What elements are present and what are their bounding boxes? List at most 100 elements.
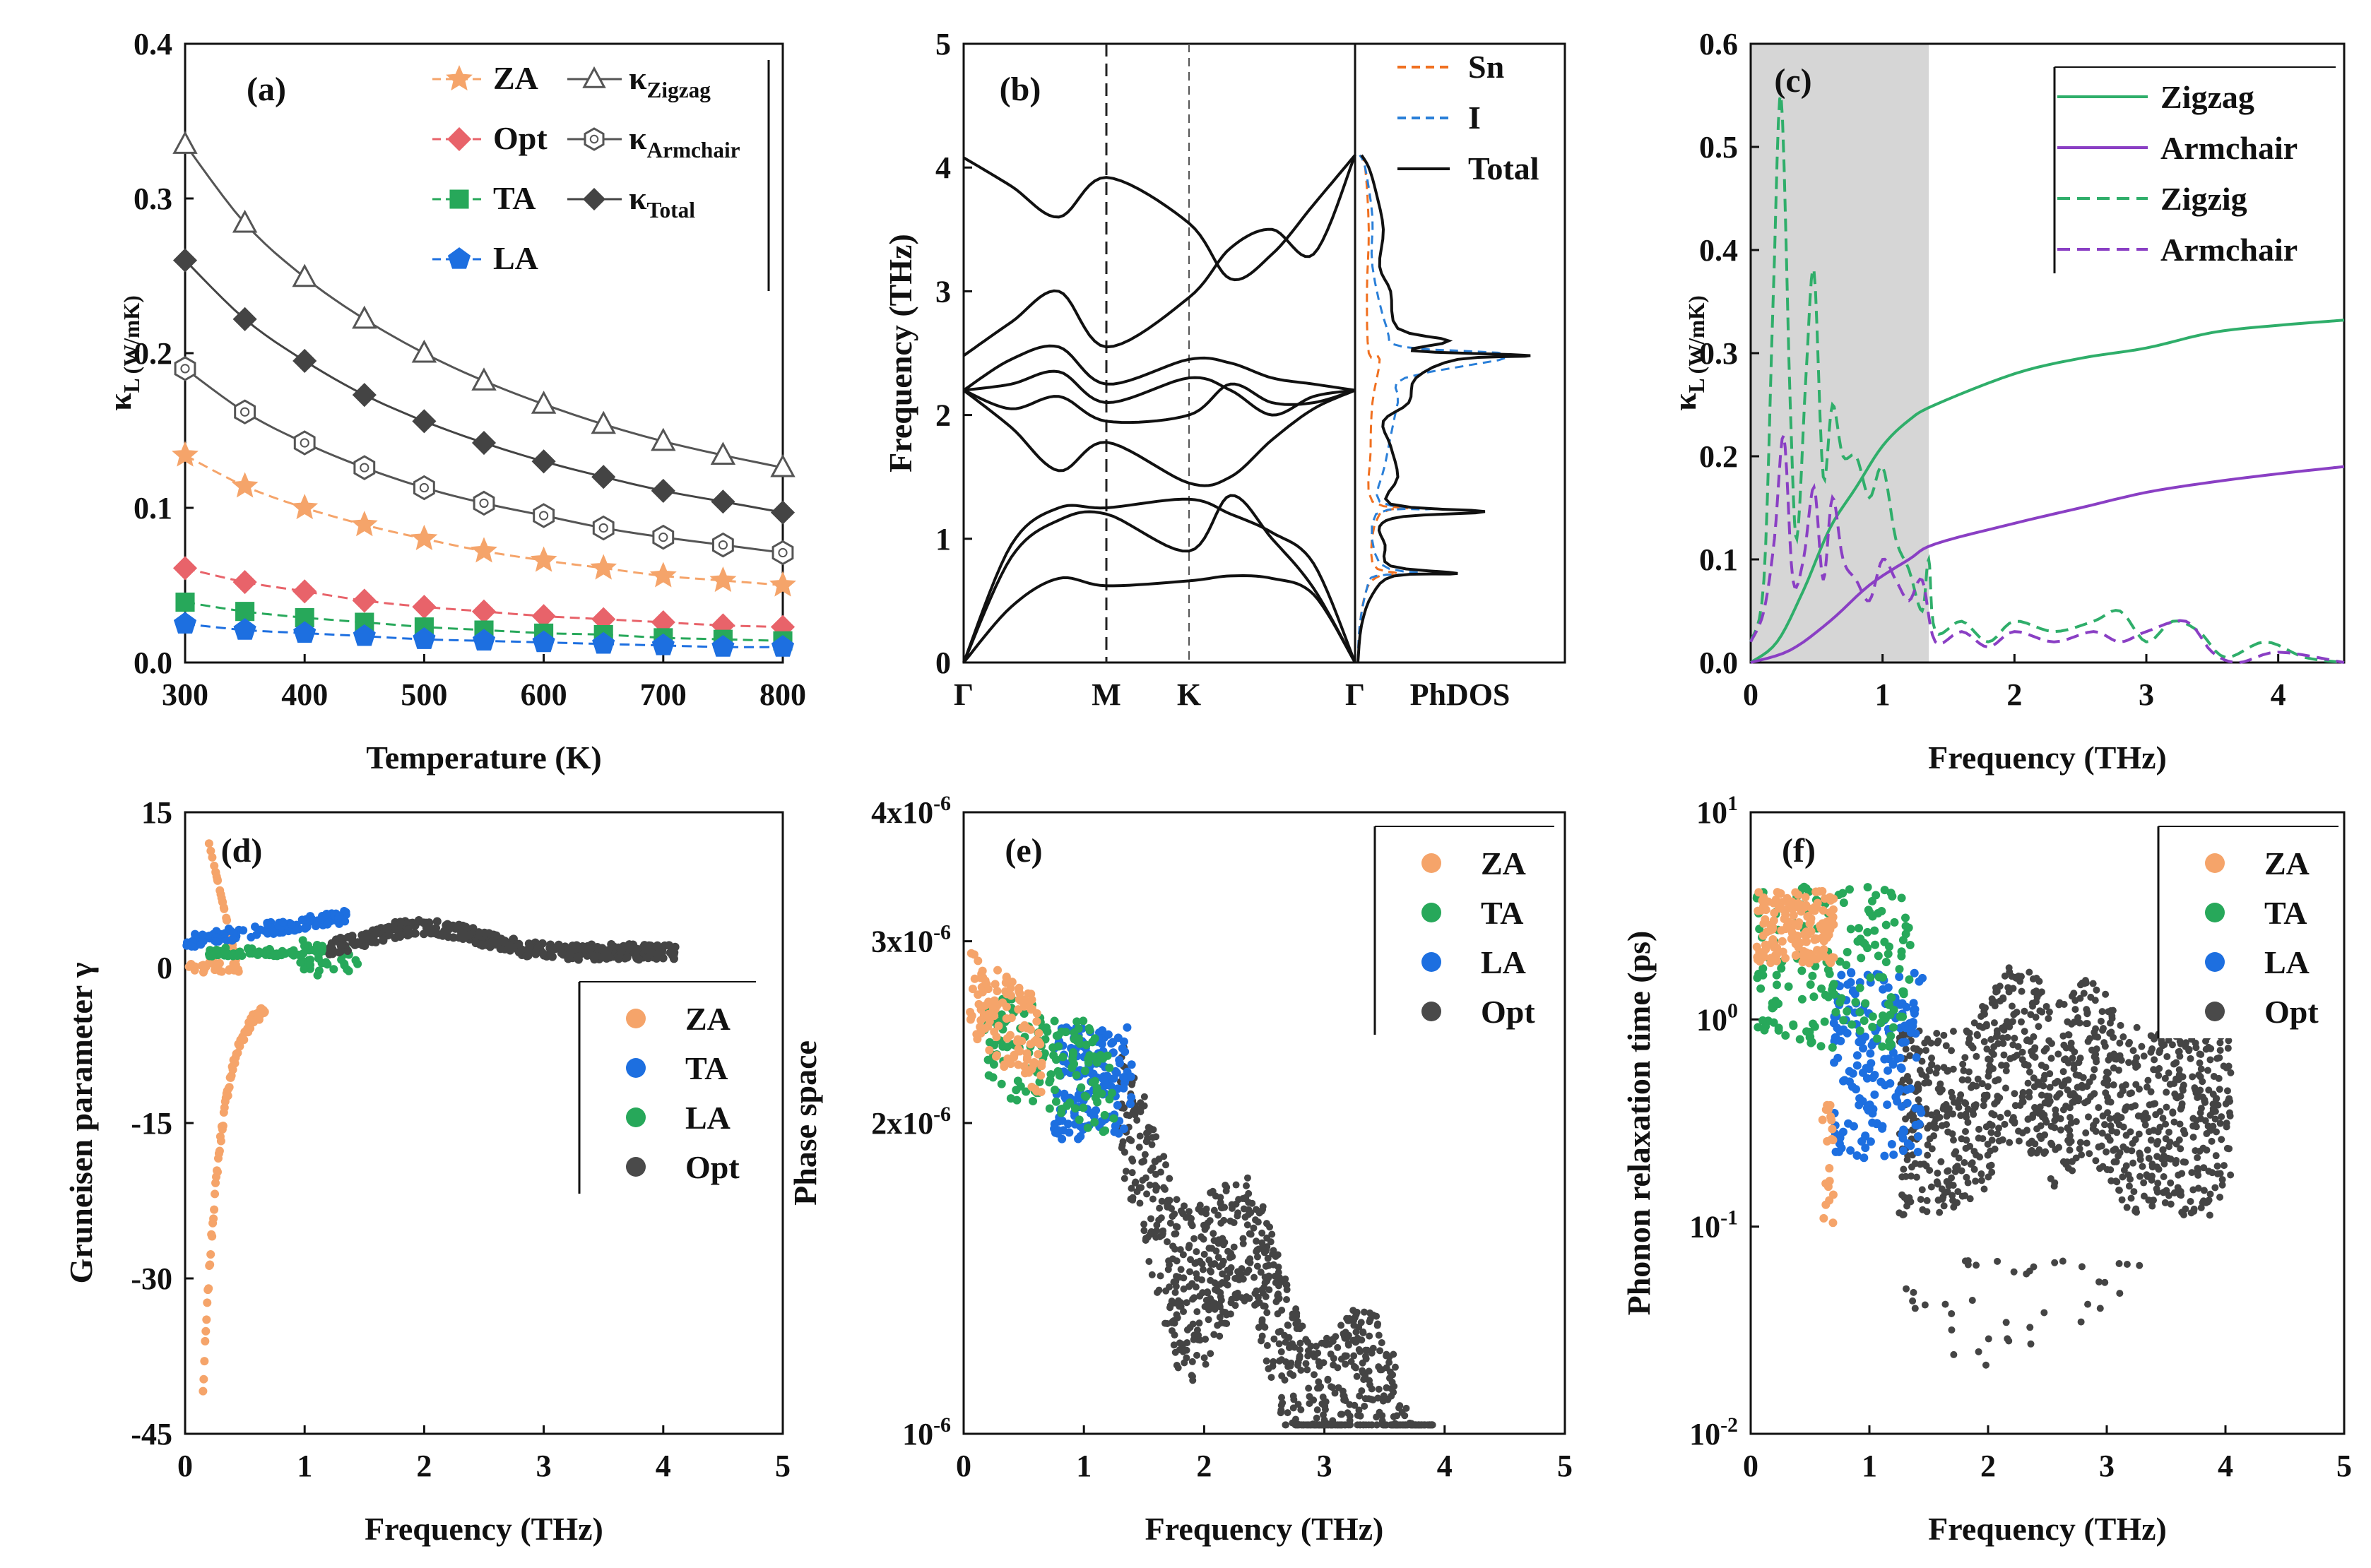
data-point-Opt: [1365, 1421, 1373, 1429]
data-point-Opt: [1162, 1161, 1170, 1169]
data-point-ZA: [1006, 983, 1015, 992]
data-point-Opt: [1943, 1121, 1951, 1129]
data-point-Opt: [2141, 1121, 2149, 1129]
data-point-Opt: [653, 941, 662, 950]
data-point-Opt: [2227, 1069, 2235, 1076]
data-point-Opt: [1146, 1181, 1154, 1189]
data-point-ZA: [350, 511, 378, 537]
data-point-Opt: [1223, 1274, 1231, 1282]
data-point-Opt: [2047, 1122, 2055, 1130]
data-point-TA: [1861, 999, 1870, 1008]
data-point-Zig: [651, 427, 676, 451]
data-point-TA: [1880, 886, 1889, 895]
data-point-Opt: [2136, 1172, 2144, 1180]
data-point-TA: [1835, 957, 1845, 966]
data-point-Opt: [2206, 1190, 2214, 1198]
legend-marker-Zig: [582, 66, 606, 88]
data-point-TA: [1105, 1063, 1114, 1072]
data-point-LA: [1104, 1030, 1113, 1039]
data-point-Opt: [2060, 1041, 2068, 1049]
data-point-ZA: [979, 1011, 988, 1020]
data-point-TA: [1054, 1042, 1063, 1051]
data-point-LA: [1897, 1102, 1906, 1111]
data-point-ZA: [1761, 941, 1770, 950]
legend-marker-f-ZA: [2205, 853, 2225, 873]
data-point-Opt: [1214, 1254, 1222, 1261]
data-point-LA: [1896, 1000, 1905, 1009]
data-point-Zig: [531, 391, 557, 414]
data-point-TA: [1839, 1016, 1848, 1025]
data-point-Opt: [2112, 1055, 2120, 1063]
data-point-LA: [1836, 1036, 1845, 1045]
data-point-Opt: [1955, 1103, 1963, 1111]
data-point-ZA: [215, 1146, 224, 1156]
data-point-TA: [1830, 990, 1839, 999]
data-point-LA: [1884, 1066, 1893, 1075]
data-point-TA: [1872, 1034, 1881, 1043]
data-point-LA: [337, 955, 346, 964]
data-point-LA: [1914, 1132, 1923, 1141]
data-point-TA: [1090, 1034, 1099, 1043]
x-tick-label-f: 4: [2218, 1449, 2233, 1483]
data-point-Opt: [1985, 1163, 1993, 1170]
data-point-Tot: [770, 500, 796, 525]
data-point-Opt: [2101, 1043, 2109, 1050]
data-point-Opt: [2160, 1189, 2168, 1196]
y-tick-label-a: 0.0: [134, 646, 172, 680]
data-point-Opt: [1922, 1047, 1930, 1055]
data-point-Opt: [2150, 1066, 2158, 1074]
data-point-LA: [1898, 1134, 1908, 1143]
data-point-Opt: [1262, 1293, 1270, 1300]
data-point-Arm-inner: [778, 547, 788, 558]
data-point-Opt: [2002, 1062, 2010, 1069]
data-point-Opt: [1980, 1038, 1988, 1045]
data-point-Opt: [1274, 1295, 1282, 1303]
data-point-ZA: [530, 546, 557, 572]
data-point-Opt: [1228, 1295, 1236, 1303]
data-point-LA: [1864, 1106, 1873, 1115]
data-point-Opt: [2041, 1131, 2049, 1139]
data-point-Opt: [2196, 1059, 2204, 1067]
data-point-ZA: [1766, 958, 1775, 968]
data-point-LA: [1866, 1137, 1875, 1146]
data-point-Opt: [2170, 1189, 2178, 1196]
data-point-LA: [651, 633, 675, 655]
data-point-Opt: [1342, 1329, 1349, 1336]
data-point-Opt: [2001, 1120, 2009, 1128]
data-point-Opt: [1975, 1348, 1982, 1355]
data-point-TA: [983, 1055, 993, 1064]
data-point-LA: [1910, 968, 1919, 978]
data-point-Opt: [1140, 1227, 1148, 1235]
data-point-LA: [1855, 1038, 1864, 1047]
data-point-Opt: [2213, 1055, 2221, 1062]
data-point-Opt: [422, 923, 431, 932]
data-point-Opt: [1263, 1342, 1271, 1350]
data-point-Opt: [1907, 1172, 1915, 1180]
data-point-ZA: [1024, 989, 1033, 998]
y-tick-label-e: 10-6: [902, 1413, 951, 1451]
data-point-Opt: [2172, 1140, 2180, 1148]
panel-label-d: (d): [221, 832, 263, 869]
data-point-ZA: [1757, 905, 1766, 915]
data-point-Opt: [1985, 1055, 1992, 1063]
data-point-Opt: [1999, 1034, 2006, 1042]
data-point-Opt: [2031, 1053, 2039, 1061]
data-point-Opt: [1352, 1328, 1360, 1336]
data-point-ZA: [1823, 933, 1832, 942]
data-point-Opt: [568, 945, 577, 954]
y-axis-label-b: Frequency (THz): [882, 234, 918, 473]
data-point-Opt: [2192, 1123, 2200, 1131]
data-point-Opt: [1986, 1062, 1994, 1069]
data-point-Opt: [2213, 1170, 2221, 1177]
data-point-LA: [1127, 1060, 1136, 1069]
data-point-LA: [1849, 1122, 1858, 1131]
data-point-Opt: [2129, 1047, 2137, 1055]
data-point-Opt: [1227, 1249, 1235, 1257]
data-point-TA: [211, 937, 220, 946]
data-point-TA: [1795, 1035, 1804, 1044]
data-point-Opt: [2113, 1129, 2121, 1136]
data-point-Opt: [1217, 1219, 1225, 1227]
data-point-ZA: [1823, 1100, 1832, 1110]
data-point-Opt: [1948, 1047, 1956, 1055]
data-point-Opt: [2104, 1081, 2112, 1089]
